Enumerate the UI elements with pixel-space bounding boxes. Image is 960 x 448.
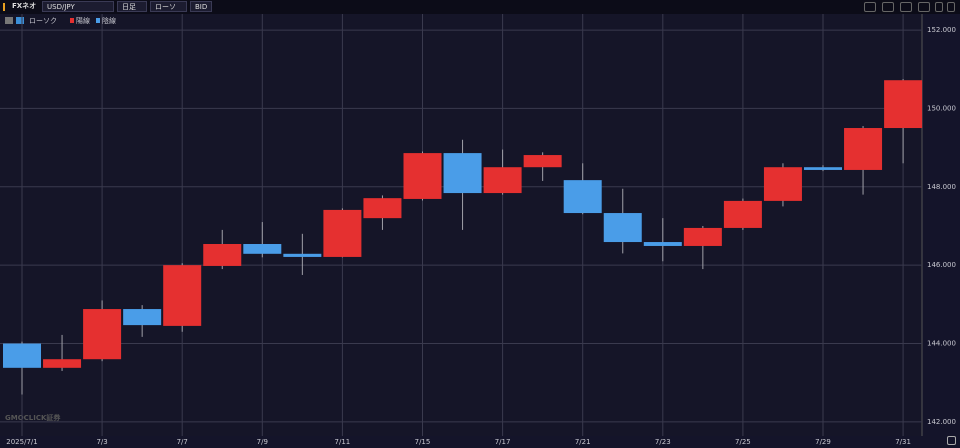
candle-body xyxy=(884,80,923,129)
watermark: GMOCLICK証券 xyxy=(5,413,61,422)
x-tick-label: 2025/7/1 xyxy=(6,438,37,446)
candle-body xyxy=(643,242,682,246)
x-tick-label: 7/11 xyxy=(335,438,351,446)
chart-type-select[interactable]: ローソク xyxy=(150,1,187,22)
brand-mark xyxy=(3,3,5,11)
legend-label: ローソク xyxy=(29,17,57,25)
x-tick-label: 7/21 xyxy=(575,438,591,446)
x-tick-label: 7/7 xyxy=(177,438,188,446)
x-tick-label: 7/17 xyxy=(495,438,511,446)
candle-body xyxy=(123,309,162,326)
toolbar: FXネオ USD/JPY 日足 ローソク BID xyxy=(0,0,960,22)
candle-body xyxy=(3,343,41,368)
candle-body xyxy=(203,244,242,266)
close-button[interactable] xyxy=(947,2,955,12)
pair-select[interactable]: USD/JPY xyxy=(42,1,114,12)
tool-button[interactable] xyxy=(900,2,912,12)
candle-body xyxy=(443,153,482,194)
x-tick-label: 7/25 xyxy=(735,438,751,446)
candle-body xyxy=(163,265,202,326)
period-select[interactable]: 日足 xyxy=(117,1,147,12)
candle-body xyxy=(483,167,522,194)
candle-body xyxy=(323,209,362,257)
legend-swatch xyxy=(70,18,74,23)
candle-body xyxy=(603,213,642,243)
candle-body xyxy=(683,227,722,246)
x-tick-label: 7/3 xyxy=(96,438,107,446)
candle-body xyxy=(283,253,322,257)
tool-button[interactable] xyxy=(918,2,930,12)
candle-body xyxy=(563,180,602,214)
y-tick-label: 146.000 xyxy=(927,261,956,269)
plot-background xyxy=(0,14,922,436)
y-tick-label: 144.000 xyxy=(927,340,956,348)
candle-body xyxy=(83,309,122,360)
price-type-select[interactable]: BID xyxy=(190,1,212,12)
tool-button[interactable] xyxy=(864,2,876,12)
expand-button[interactable] xyxy=(947,436,956,445)
candle-body xyxy=(763,167,802,201)
tool-button[interactable] xyxy=(882,2,894,12)
candle-body xyxy=(844,128,883,170)
y-tick-label: 150.000 xyxy=(927,104,956,112)
product-label: FXネオ xyxy=(12,2,37,10)
settings-button[interactable] xyxy=(935,2,943,12)
chart: ローソク GMOCLICK証券 142.000 144.000 146.000 148… xyxy=(0,14,956,446)
candle-body xyxy=(403,153,442,199)
x-tick-label: 7/23 xyxy=(655,438,671,446)
candle-body xyxy=(363,198,402,219)
x-tick-label: 7/9 xyxy=(257,438,268,446)
x-tick-label: 7/15 xyxy=(415,438,431,446)
candle-body xyxy=(723,200,762,228)
legend-icon xyxy=(16,17,24,24)
x-tick-label: 7/31 xyxy=(895,438,911,446)
candle-body xyxy=(243,244,282,254)
candle-body xyxy=(804,167,842,170)
legend-label: 陰線 xyxy=(102,16,116,25)
y-tick-label: 142.000 xyxy=(927,418,956,426)
legend-label: 陽線 xyxy=(76,16,90,25)
y-tick-label: 152.000 xyxy=(927,26,956,34)
candle-body xyxy=(43,359,82,368)
x-tick-label: 7/29 xyxy=(815,438,831,446)
legend-icon xyxy=(5,17,13,24)
candle-body xyxy=(523,155,562,168)
legend-swatch xyxy=(96,18,100,23)
y-tick-label: 148.000 xyxy=(927,183,956,191)
